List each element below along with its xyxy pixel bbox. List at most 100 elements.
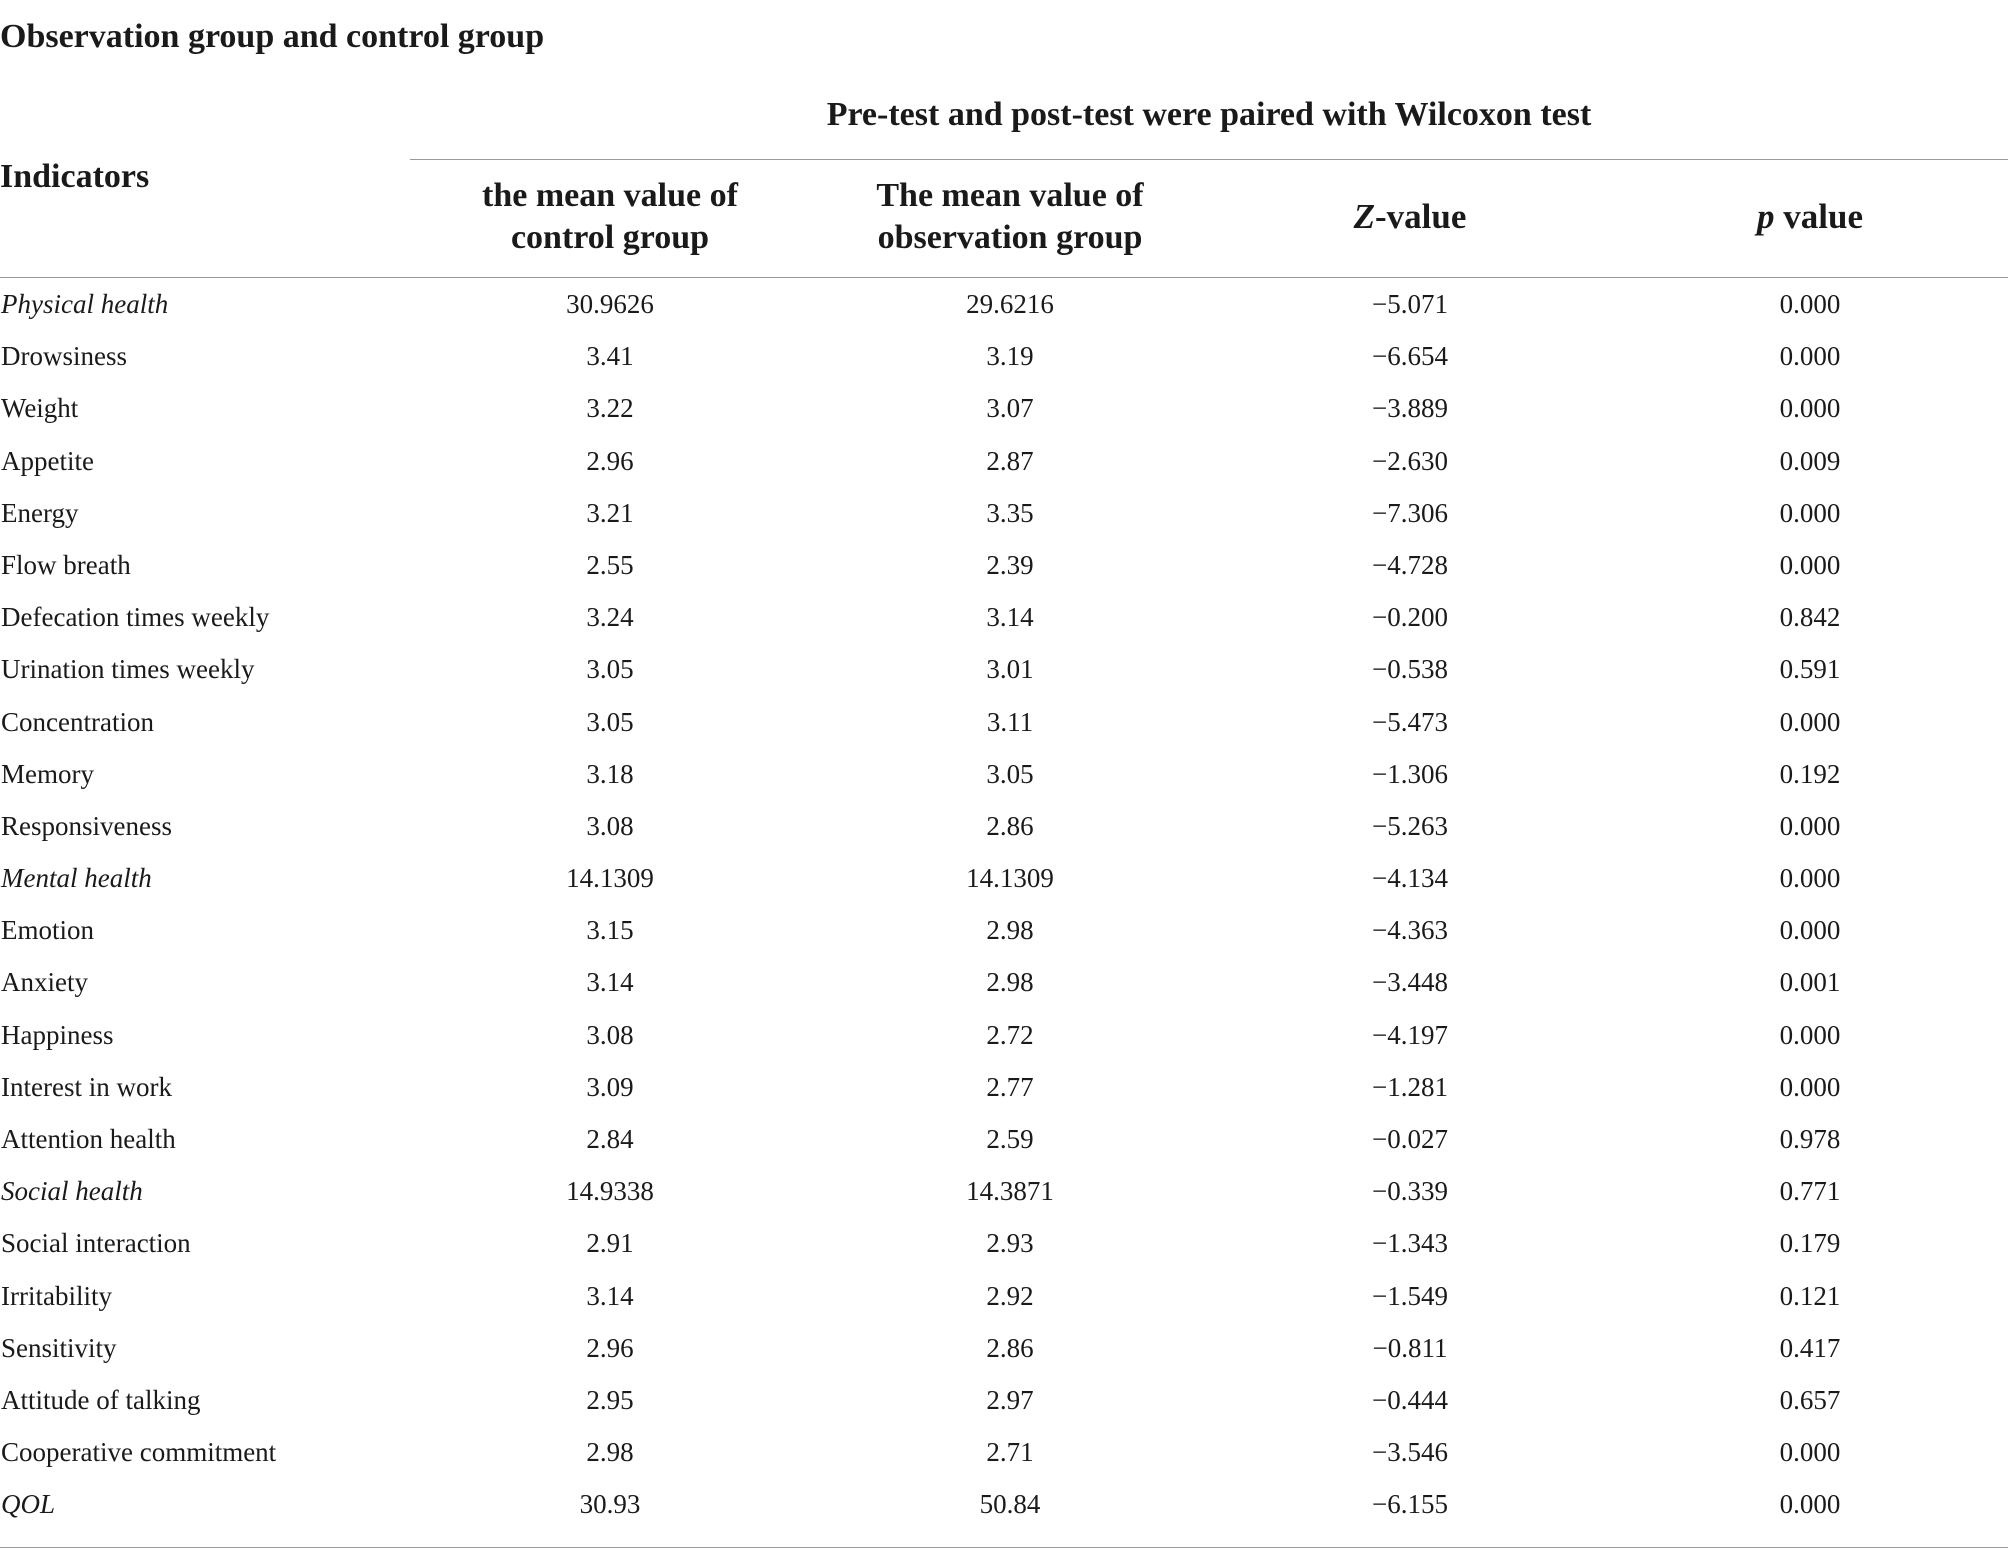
indicators-column-header: Indicators xyxy=(0,158,150,195)
z-value-cell: −0.538 xyxy=(1372,654,1448,685)
z-value-cell: −2.630 xyxy=(1372,445,1448,476)
p-value-cell: 0.417 xyxy=(1779,1332,1841,1363)
z-value-cell: −0.339 xyxy=(1372,1176,1448,1207)
p-value-cell: 0.000 xyxy=(1779,1489,1841,1520)
control-mean-cell: 2.98 xyxy=(586,1437,634,1468)
control-header-line-1: the mean value of xyxy=(482,177,738,214)
table-row: Emotion 3.15 2.98 −4.363 0.000 xyxy=(0,904,2008,956)
control-mean-cell: 3.18 xyxy=(586,758,634,789)
p-value-column-header: p value xyxy=(1610,173,2008,261)
observation-mean-cell: 2.92 xyxy=(986,1280,1034,1311)
control-mean-cell: 3.14 xyxy=(586,967,634,998)
p-value-cell: 0.000 xyxy=(1779,549,1841,580)
p-value-cell: 0.000 xyxy=(1779,393,1841,424)
observation-header-line-2: observation group xyxy=(877,219,1143,256)
z-value-cell: −0.200 xyxy=(1372,602,1448,633)
observation-mean-column-header: The mean value of observation group xyxy=(810,173,1210,261)
p-letter: p xyxy=(1757,197,1775,236)
table-row: QOL 30.93 50.84 −6.155 0.000 xyxy=(0,1478,2008,1530)
control-header-line-2: control group xyxy=(510,219,710,256)
observation-mean-cell: 3.01 xyxy=(986,654,1034,685)
p-value-cell: 0.001 xyxy=(1779,967,1841,998)
z-value-cell: −7.306 xyxy=(1372,497,1448,528)
p-value-cell: 0.121 xyxy=(1779,1280,1841,1311)
control-mean-cell: 14.9338 xyxy=(566,1176,654,1207)
indicator-cell: Interest in work xyxy=(1,1071,172,1102)
control-mean-cell: 2.91 xyxy=(586,1228,634,1259)
control-mean-cell: 30.93 xyxy=(579,1489,641,1520)
observation-mean-cell: 14.3871 xyxy=(966,1176,1054,1207)
table-row: Interest in work 3.09 2.77 −1.281 0.000 xyxy=(0,1061,2008,1113)
observation-mean-cell: 3.35 xyxy=(986,497,1034,528)
p-value-cell: 0.000 xyxy=(1779,1019,1841,1050)
z-letter: Z xyxy=(1353,197,1375,236)
observation-mean-cell: 29.6216 xyxy=(966,289,1054,319)
indicator-cell: Attitude of talking xyxy=(1,1384,201,1415)
table-row: Mental health 14.1309 14.1309 −4.134 0.000 xyxy=(0,852,2008,904)
control-mean-cell: 3.21 xyxy=(586,497,634,528)
table-row: Happiness 3.08 2.72 −4.197 0.000 xyxy=(0,1009,2008,1061)
table-row: Sensitivity 2.96 2.86 −0.811 0.417 xyxy=(0,1322,2008,1374)
p-value-cell: 0.000 xyxy=(1779,1071,1841,1102)
z-value-cell: −0.027 xyxy=(1372,1124,1448,1154)
observation-mean-cell: 2.93 xyxy=(986,1228,1034,1259)
table-row: Anxiety 3.14 2.98 −3.448 0.001 xyxy=(0,956,2008,1008)
p-value-cell: 0.978 xyxy=(1779,1124,1841,1154)
observation-mean-cell: 2.59 xyxy=(986,1124,1034,1154)
z-value-cell: −5.473 xyxy=(1372,706,1448,737)
p-value-cell: 0.000 xyxy=(1779,497,1841,528)
observation-header-line-1: The mean value of xyxy=(876,177,1144,214)
z-value-cell: −1.549 xyxy=(1372,1280,1448,1311)
observation-mean-cell: 2.87 xyxy=(986,445,1034,476)
p-value-cell: 0.000 xyxy=(1779,341,1841,372)
z-value-cell: −4.363 xyxy=(1372,915,1448,946)
z-value-cell: −4.134 xyxy=(1372,863,1448,894)
group-header-rule xyxy=(410,159,2008,160)
p-value-cell: 0.000 xyxy=(1779,915,1841,946)
table-row: Responsiveness 3.08 2.86 −5.263 0.000 xyxy=(0,800,2008,852)
indicator-cell: Irritability xyxy=(1,1280,112,1311)
indicator-cell: Social interaction xyxy=(1,1228,191,1259)
table-body: Physical health 30.9626 29.6216 −5.071 0.000… xyxy=(0,278,2008,1531)
indicator-cell: Flow breath xyxy=(1,549,131,580)
indicator-cell: Physical health xyxy=(1,289,169,319)
z-value-cell: −4.197 xyxy=(1372,1019,1448,1050)
z-value-cell: −3.546 xyxy=(1372,1437,1448,1468)
z-value-cell: −1.343 xyxy=(1372,1228,1448,1259)
table-row: Concentration 3.05 3.11 −5.473 0.000 xyxy=(0,696,2008,748)
control-mean-cell: 3.22 xyxy=(586,393,634,424)
observation-mean-cell: 2.71 xyxy=(986,1437,1034,1468)
observation-mean-cell: 3.19 xyxy=(986,341,1034,372)
table-row: Physical health 30.9626 29.6216 −5.071 0.000 xyxy=(0,278,2008,330)
table-row: Attention health 2.84 2.59 −0.027 0.978 xyxy=(0,1113,2008,1165)
observation-mean-cell: 2.97 xyxy=(986,1384,1034,1415)
table-row: Appetite 2.96 2.87 −2.630 0.009 xyxy=(0,435,2008,487)
control-mean-cell: 3.08 xyxy=(586,810,634,841)
p-value-cell: 0.179 xyxy=(1779,1228,1841,1259)
indicator-cell: Weight xyxy=(1,393,79,424)
control-mean-cell: 3.14 xyxy=(586,1280,634,1311)
table-row: Weight 3.22 3.07 −3.889 0.000 xyxy=(0,382,2008,434)
control-mean-cell: 14.1309 xyxy=(566,863,654,894)
observation-mean-cell: 2.77 xyxy=(986,1071,1034,1102)
control-mean-column-header: the mean value of control group xyxy=(410,173,810,261)
z-value-cell: −0.444 xyxy=(1372,1384,1448,1415)
control-mean-cell: 3.24 xyxy=(586,602,634,633)
p-value-cell: 0.000 xyxy=(1779,810,1841,841)
p-value-cell: 0.000 xyxy=(1779,289,1841,319)
indicator-cell: Energy xyxy=(1,497,79,528)
z-value-cell: −5.263 xyxy=(1372,810,1448,841)
z-value-cell: −1.306 xyxy=(1372,758,1448,789)
control-mean-cell: 3.05 xyxy=(586,706,634,737)
table-row: Cooperative commitment 2.98 2.71 −3.546 0.00… xyxy=(0,1426,2008,1478)
indicator-cell: Appetite xyxy=(1,445,94,476)
table-row: Social health 14.9338 14.3871 −0.339 0.771 xyxy=(0,1165,2008,1217)
p-value-cell: 0.771 xyxy=(1779,1176,1841,1207)
z-value-cell: −5.071 xyxy=(1372,289,1448,319)
observation-mean-cell: 3.05 xyxy=(986,758,1034,789)
indicator-cell: Defecation times weekly xyxy=(1,602,270,633)
header-rule xyxy=(0,277,2008,278)
z-value-cell: −1.281 xyxy=(1372,1071,1448,1102)
p-value-cell: 0.842 xyxy=(1779,602,1841,633)
table-row: Drowsiness 3.41 3.19 −6.654 0.000 xyxy=(0,330,2008,382)
